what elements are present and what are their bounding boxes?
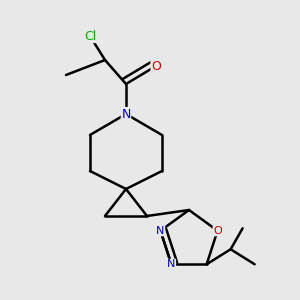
Text: N: N [167,259,176,269]
Text: N: N [156,226,165,236]
Text: Cl: Cl [84,29,96,43]
Text: O: O [213,226,222,236]
Text: N: N [121,107,131,121]
Text: O: O [151,59,161,73]
